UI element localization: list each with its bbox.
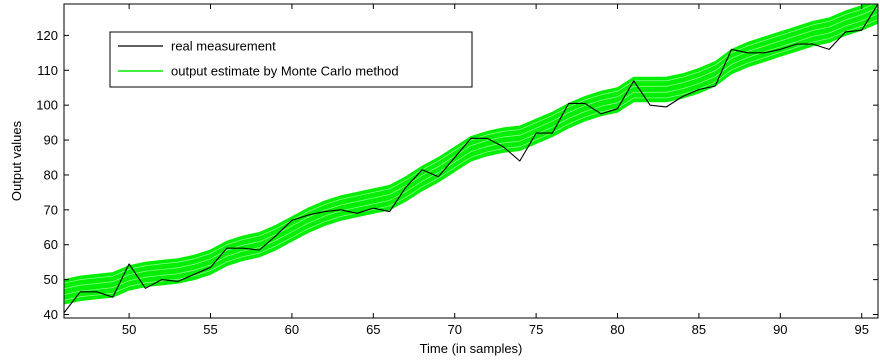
y-tick-label-90: 90 xyxy=(44,133,58,148)
series-layer xyxy=(64,4,878,314)
y-axis-label: Output values xyxy=(9,120,24,201)
estimate-band-layer xyxy=(64,4,878,305)
legend-box xyxy=(109,31,473,88)
estimate-sample-line-4 xyxy=(64,4,876,284)
y-tick-label-40: 40 xyxy=(44,307,58,322)
x-axis-label: Time (in samples) xyxy=(420,341,523,356)
legend-label-monte-carlo-estimate: output estimate by Monte Carlo method xyxy=(171,64,399,79)
measurement-line xyxy=(64,4,878,314)
y-tick-label-110: 110 xyxy=(37,63,58,78)
x-tick-label-95: 95 xyxy=(854,322,868,337)
y-tick-label-120: 120 xyxy=(36,28,58,43)
x-tick-label-85: 85 xyxy=(692,322,706,337)
x-tick-label-80: 80 xyxy=(610,322,624,337)
x-tick-label-90: 90 xyxy=(773,322,787,337)
y-tick-label-80: 80 xyxy=(44,167,58,182)
x-tick-label-65: 65 xyxy=(366,322,380,337)
estimate-sample-line-2 xyxy=(64,13,878,295)
estimate-sample-line-3 xyxy=(64,7,878,290)
y-tick-label-50: 50 xyxy=(44,272,58,287)
y-tick-label-70: 70 xyxy=(44,202,58,217)
x-tick-label-70: 70 xyxy=(447,322,461,337)
x-tick-label-55: 55 xyxy=(203,322,217,337)
legend-label-real-measurement: real measurement xyxy=(171,39,276,54)
tick-layer: 50 55 60 65 70 75 80 85 90 95 40 50 60 70 80 90 100 110 12… xyxy=(36,4,878,337)
y-tick-label-100: 100 xyxy=(36,98,58,113)
estimate-sample-line-1 xyxy=(64,19,878,301)
legend: real measurement output estimate by Mont… xyxy=(109,31,473,88)
y-tick-label-60: 60 xyxy=(44,237,58,252)
plot-frame xyxy=(63,3,879,319)
x-tick-label-75: 75 xyxy=(529,322,543,337)
x-tick-label-50: 50 xyxy=(122,322,136,337)
x-tick-label-60: 60 xyxy=(285,322,299,337)
